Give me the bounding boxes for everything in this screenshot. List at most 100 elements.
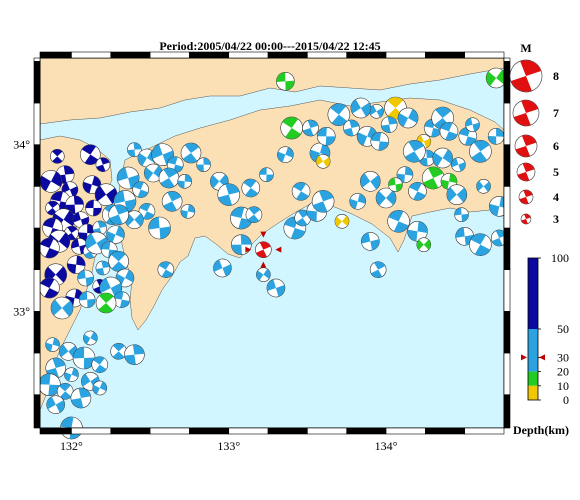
frame-bar bbox=[503, 102, 511, 145]
event-beachball bbox=[403, 140, 426, 163]
event-beachball bbox=[349, 193, 367, 210]
event-beachball bbox=[387, 210, 410, 233]
magnitude-legend: M 8 7 6 5 4 3 bbox=[509, 41, 559, 226]
latitude-label: 34° bbox=[13, 138, 30, 152]
frame-bar bbox=[149, 427, 190, 435]
frame-bar bbox=[33, 269, 41, 312]
event-beachball bbox=[259, 167, 274, 182]
longitude-label: 132° bbox=[60, 439, 83, 453]
event-beachball bbox=[106, 225, 125, 244]
frame-bar bbox=[464, 427, 505, 435]
event-beachball bbox=[245, 206, 263, 223]
event-beachball bbox=[151, 143, 174, 166]
event-beachball bbox=[39, 237, 60, 259]
event-beachball bbox=[439, 122, 459, 141]
frame-bar bbox=[346, 427, 387, 435]
event-beachball bbox=[469, 233, 492, 256]
event-beachball bbox=[396, 166, 414, 183]
event-beachball bbox=[92, 380, 108, 396]
event-beachball bbox=[46, 395, 66, 414]
event-beachball bbox=[276, 72, 295, 91]
event-beachball bbox=[370, 132, 390, 151]
event-beachball bbox=[158, 167, 180, 189]
event-beachball bbox=[85, 199, 102, 217]
frame-bar bbox=[385, 51, 426, 59]
frame-bar bbox=[385, 427, 426, 435]
event-beachball bbox=[70, 387, 92, 409]
frame-bar bbox=[228, 427, 269, 435]
magnitude-legend-symbol bbox=[518, 189, 534, 205]
event-beachball bbox=[311, 190, 335, 213]
map-panel bbox=[33, 51, 511, 440]
depth-label: 0 bbox=[563, 393, 569, 407]
event-beachball bbox=[487, 128, 505, 145]
depth-label: 100 bbox=[551, 251, 569, 265]
frame-bar bbox=[33, 311, 41, 354]
frame-bar bbox=[503, 144, 511, 187]
frame-bar bbox=[425, 427, 465, 435]
depth-colorbar-segment bbox=[528, 371, 538, 386]
event-beachball bbox=[397, 107, 419, 129]
event-beachball bbox=[302, 119, 319, 137]
frame-bar bbox=[503, 394, 511, 429]
event-beachball bbox=[91, 356, 109, 373]
depth-label: 50 bbox=[557, 322, 569, 336]
frame-bar bbox=[267, 51, 308, 59]
frame-bar bbox=[110, 51, 151, 59]
frame-bar bbox=[503, 269, 511, 312]
event-beachball bbox=[327, 103, 351, 126]
event-beachball bbox=[408, 182, 427, 201]
event-beachball bbox=[39, 170, 63, 193]
frame-bar bbox=[149, 51, 190, 59]
depth-colorbar-segment bbox=[528, 329, 538, 372]
frame-bar bbox=[39, 51, 72, 59]
longitude-label: 133° bbox=[217, 439, 240, 453]
frame-bar bbox=[33, 186, 41, 229]
frame-bar bbox=[33, 102, 41, 145]
highlight-arrow bbox=[260, 261, 267, 268]
magnitude-legend-label: 6 bbox=[553, 139, 559, 153]
depth-colorbar-segment bbox=[528, 258, 538, 329]
frame-bar bbox=[267, 427, 308, 435]
event-beachball bbox=[127, 142, 142, 157]
frame-bar bbox=[33, 394, 41, 429]
event-beachball bbox=[95, 260, 111, 276]
depth-unit-label: Depth(km) bbox=[513, 423, 569, 437]
event-beachball bbox=[50, 296, 74, 320]
frame-tick-bars bbox=[33, 51, 511, 435]
event-beachball bbox=[72, 211, 90, 228]
frame-bar bbox=[503, 352, 511, 395]
highlight-arrow bbox=[275, 246, 282, 253]
longitude-labels: 132° 133° 134° bbox=[60, 439, 398, 453]
event-beachball bbox=[161, 191, 183, 212]
event-beachball bbox=[291, 182, 311, 201]
event-beachball bbox=[177, 174, 193, 189]
magnitude-legend-label: 4 bbox=[553, 190, 559, 204]
highlight-arrow bbox=[245, 246, 252, 253]
event-beachball bbox=[361, 232, 380, 251]
event-beachball bbox=[446, 184, 468, 205]
event-beachball bbox=[59, 342, 78, 361]
event-beachball bbox=[454, 207, 469, 222]
event-beachball bbox=[113, 291, 131, 308]
event-beachball bbox=[180, 142, 202, 164]
highlight-arrow bbox=[260, 231, 267, 238]
highlighted-event bbox=[245, 231, 282, 268]
event-beachball bbox=[432, 147, 453, 169]
frame-bar bbox=[189, 427, 230, 435]
magnitude-legend-label: 8 bbox=[553, 69, 559, 83]
magnitude-legend-label: 7 bbox=[553, 106, 559, 120]
event-beachball bbox=[78, 291, 96, 308]
event-beachball bbox=[83, 330, 98, 346]
frame-bar bbox=[33, 227, 41, 270]
magnitude-legend-label: 3 bbox=[553, 212, 559, 226]
event-beachball bbox=[110, 343, 127, 360]
event-beachball bbox=[64, 367, 79, 382]
frame-bar bbox=[71, 51, 112, 59]
event-beachball bbox=[80, 144, 101, 165]
event-beachball bbox=[124, 344, 145, 365]
event-beachball bbox=[148, 216, 171, 240]
event-beachball bbox=[277, 146, 294, 163]
